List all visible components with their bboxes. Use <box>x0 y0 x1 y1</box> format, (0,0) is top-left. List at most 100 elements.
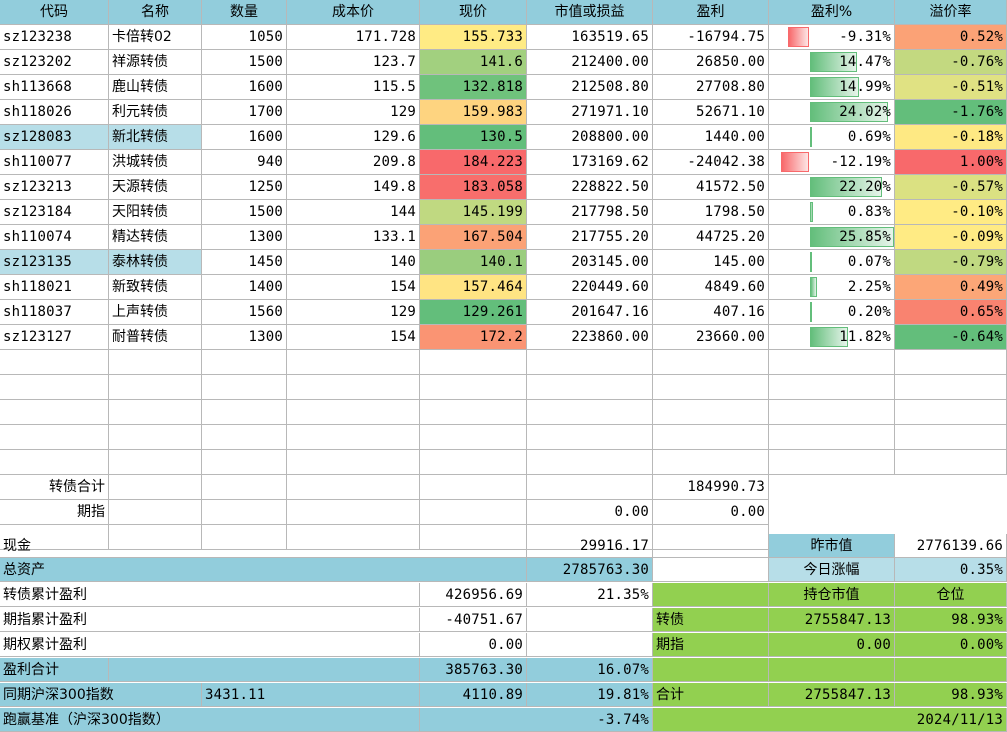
cell-profit-pct[interactable]: 0.69% <box>769 125 895 150</box>
empty-cell[interactable] <box>895 425 1007 450</box>
cell-profit-pct[interactable]: -9.31% <box>769 25 895 50</box>
today-change-value[interactable]: 0.35% <box>895 558 1007 582</box>
cell-quantity[interactable]: 1560 <box>202 300 287 325</box>
report-date[interactable]: 2024/11/13 <box>653 708 1007 732</box>
header-premium[interactable]: 溢价率 <box>895 0 1007 25</box>
cell-name[interactable]: 鹿山转债 <box>109 75 202 100</box>
hold-total-mv[interactable]: 2755847.13 <box>769 683 895 707</box>
empty-cell[interactable] <box>527 350 653 375</box>
cell-cost[interactable]: 154 <box>287 325 420 350</box>
hold-futures-mv[interactable]: 0.00 <box>769 633 895 657</box>
empty-cell[interactable] <box>0 375 109 400</box>
cell-name[interactable]: 耐普转债 <box>109 325 202 350</box>
cell-profit-pct[interactable]: 11.82% <box>769 325 895 350</box>
cell-premium[interactable]: -1.76% <box>895 100 1007 125</box>
futures-profit[interactable]: 0.00 <box>653 500 769 525</box>
cell-price[interactable]: 157.464 <box>420 275 527 300</box>
cell-code[interactable]: sh110077 <box>0 150 109 175</box>
cum-options-value[interactable]: 0.00 <box>420 633 527 657</box>
cum-bond-value[interactable]: 426956.69 <box>420 583 527 607</box>
hold-futures-pos[interactable]: 0.00% <box>895 633 1007 657</box>
cell-code[interactable]: sh118021 <box>0 275 109 300</box>
cell-premium[interactable]: -0.76% <box>895 50 1007 75</box>
cell-code[interactable]: sh118026 <box>0 100 109 125</box>
header-code[interactable]: 代码 <box>0 0 109 25</box>
index-pct[interactable]: 19.81% <box>527 683 653 707</box>
empty-cell[interactable] <box>420 350 527 375</box>
cell-code[interactable]: sz123213 <box>0 175 109 200</box>
empty-cell[interactable] <box>109 375 202 400</box>
cell-premium[interactable]: -0.09% <box>895 225 1007 250</box>
cell-value[interactable]: 212508.80 <box>527 75 653 100</box>
empty-cell[interactable] <box>769 400 895 425</box>
label-position[interactable]: 仓位 <box>895 583 1007 607</box>
cell-code[interactable]: sh113668 <box>0 75 109 100</box>
cell-quantity[interactable]: 1400 <box>202 275 287 300</box>
empty-cell[interactable] <box>202 500 287 525</box>
empty-cell[interactable] <box>0 525 109 550</box>
hold-bond-mv[interactable]: 2755847.13 <box>769 608 895 632</box>
cell-price[interactable]: 132.818 <box>420 75 527 100</box>
cell-value[interactable]: 163519.65 <box>527 25 653 50</box>
cash-value[interactable]: 29916.17 <box>527 534 653 558</box>
label-prev-mv[interactable]: 昨市值 <box>769 534 895 558</box>
label-cum-futures[interactable]: 期指累计盈利 <box>0 608 420 632</box>
empty-cell[interactable] <box>0 400 109 425</box>
cell-code[interactable]: sz123238 <box>0 25 109 50</box>
empty-cell[interactable] <box>653 425 769 450</box>
label-profit-total[interactable]: 盈利合计 <box>0 658 109 682</box>
cell-profit[interactable]: 145.00 <box>653 250 769 275</box>
empty-cell[interactable] <box>109 425 202 450</box>
cell-premium[interactable]: -0.10% <box>895 200 1007 225</box>
hold-bond-pos[interactable]: 98.93% <box>895 608 1007 632</box>
hold-total-pos[interactable]: 98.93% <box>895 683 1007 707</box>
cell-quantity[interactable]: 1500 <box>202 200 287 225</box>
profit-total-pct[interactable]: 16.07% <box>527 658 653 682</box>
label-bond-total[interactable]: 转债合计 <box>0 475 109 500</box>
header-profit[interactable]: 盈利 <box>653 0 769 25</box>
cell-value[interactable]: 208800.00 <box>527 125 653 150</box>
cell-cost[interactable]: 149.8 <box>287 175 420 200</box>
benchmark-value[interactable]: -3.74% <box>420 708 653 732</box>
cell-value[interactable]: 212400.00 <box>527 50 653 75</box>
cell-cost[interactable]: 129 <box>287 300 420 325</box>
header-value[interactable]: 市值或损益 <box>527 0 653 25</box>
cell-name[interactable]: 天阳转债 <box>109 200 202 225</box>
empty-cell[interactable] <box>109 400 202 425</box>
cell-code[interactable]: sz123202 <box>0 50 109 75</box>
label-hold-bond[interactable]: 转债 <box>653 608 769 632</box>
cell-value[interactable]: 228822.50 <box>527 175 653 200</box>
cell-premium[interactable]: -0.18% <box>895 125 1007 150</box>
cell-cost[interactable]: 209.8 <box>287 150 420 175</box>
empty-cell[interactable] <box>287 375 420 400</box>
empty-cell[interactable] <box>420 400 527 425</box>
header-quantity[interactable]: 数量 <box>202 0 287 25</box>
cell-profit-pct[interactable]: 25.85% <box>769 225 895 250</box>
cell-value[interactable]: 220449.60 <box>527 275 653 300</box>
cell-name[interactable]: 天源转债 <box>109 175 202 200</box>
empty-cell[interactable] <box>109 658 420 682</box>
cell-code[interactable]: sz128083 <box>0 125 109 150</box>
empty-cell[interactable] <box>653 558 769 582</box>
header-cost[interactable]: 成本价 <box>287 0 420 25</box>
cell-price[interactable]: 141.6 <box>420 50 527 75</box>
empty-cell[interactable] <box>109 450 202 475</box>
cell-value[interactable]: 217798.50 <box>527 200 653 225</box>
cell-quantity[interactable]: 1450 <box>202 250 287 275</box>
label-cum-options[interactable]: 期权累计盈利 <box>0 633 420 657</box>
cell-profit-pct[interactable]: 24.02% <box>769 100 895 125</box>
cell-premium[interactable]: 1.00% <box>895 150 1007 175</box>
empty-cell[interactable] <box>0 450 109 475</box>
cell-price[interactable]: 184.223 <box>420 150 527 175</box>
empty-cell[interactable] <box>527 375 653 400</box>
empty-cell[interactable] <box>420 450 527 475</box>
cell-premium[interactable]: -0.64% <box>895 325 1007 350</box>
label-hold-mv[interactable]: 持仓市值 <box>769 583 895 607</box>
empty-cell[interactable] <box>527 475 653 500</box>
label-hold-futures[interactable]: 期指 <box>653 633 769 657</box>
cell-profit-pct[interactable]: 14.99% <box>769 75 895 100</box>
cell-quantity[interactable]: 1500 <box>202 50 287 75</box>
empty-cell[interactable] <box>527 608 653 632</box>
cell-name[interactable]: 精达转债 <box>109 225 202 250</box>
cell-profit[interactable]: 1440.00 <box>653 125 769 150</box>
